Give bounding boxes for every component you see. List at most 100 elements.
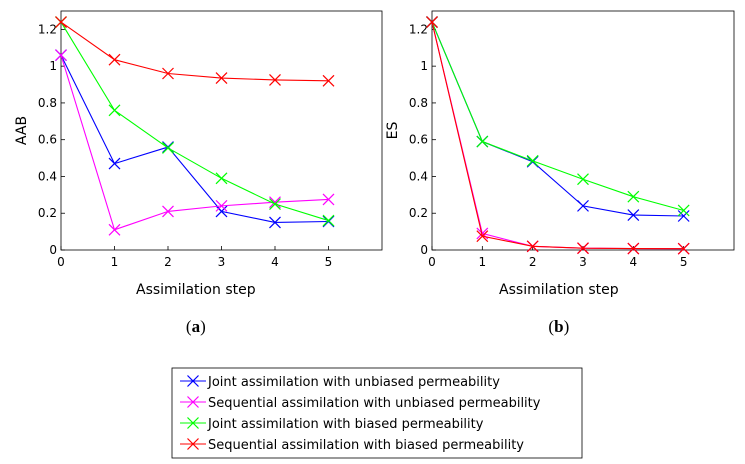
data-point <box>215 172 228 185</box>
marker-stroke <box>108 223 121 236</box>
data-point <box>322 214 335 227</box>
data-point <box>269 74 281 86</box>
series-1 <box>426 16 690 222</box>
marker-stroke <box>269 198 281 210</box>
y-tick-label: 0.6 <box>409 133 428 147</box>
marker-stroke <box>162 141 174 153</box>
marker-stroke <box>577 173 589 186</box>
chart-panel-a: 0 1 2 3 4 5 0 0.2 0.4 0.6 0.8 1 1.2 Assimilation step… <box>14 10 383 336</box>
series-2 <box>55 49 335 236</box>
data-point <box>162 142 174 154</box>
marker-stroke <box>627 209 640 221</box>
data-point <box>577 242 589 255</box>
series-line <box>60 54 329 223</box>
y-axis-label: ES <box>385 122 401 140</box>
marker-stroke <box>526 240 539 253</box>
data-point <box>108 157 121 170</box>
marker-stroke <box>55 49 67 62</box>
y-axis-label: AAB <box>14 116 30 145</box>
marker-stroke <box>526 155 539 168</box>
panel-paren: ( <box>186 317 192 336</box>
marker-stroke <box>677 210 690 222</box>
x-tick-label: 1 <box>111 255 119 269</box>
x-tick-label: 5 <box>325 255 333 269</box>
series-3 <box>426 16 690 217</box>
data-point <box>108 104 121 117</box>
marker-stroke <box>322 215 335 228</box>
marker-stroke <box>577 242 589 255</box>
marker-stroke <box>215 72 228 85</box>
series-line <box>431 21 684 212</box>
marker-stroke <box>108 104 121 117</box>
data-point <box>215 72 228 85</box>
marker-stroke <box>215 172 228 185</box>
data-point <box>526 154 539 167</box>
data-point <box>577 173 589 186</box>
y-tick-label: 1 <box>420 59 428 73</box>
panel-paren: ) <box>564 317 570 336</box>
data-point <box>215 205 228 218</box>
y-tick-label: 0 <box>420 243 428 257</box>
data-point <box>322 215 335 228</box>
series-4 <box>55 16 335 87</box>
legend-label: Joint assimilation with biased permeabil… <box>207 417 484 432</box>
chart-panel-b: 0 1 2 3 4 5 0 0.2 0.4 0.6 0.8 1 1.2 Assimilation step… <box>385 10 735 336</box>
marker-stroke <box>108 53 121 66</box>
legend-entry-3: Joint assimilation with biased permeabil… <box>180 417 484 432</box>
legend-marker <box>187 438 199 450</box>
y-tick-label: 0.8 <box>409 96 428 110</box>
marker-stroke <box>162 205 174 218</box>
y-tick-label: 0.2 <box>409 206 428 220</box>
series-line <box>431 21 684 250</box>
marker-stroke <box>627 190 640 203</box>
series-2 <box>426 16 690 255</box>
marker-stroke <box>476 135 489 148</box>
marker-stroke <box>162 67 174 80</box>
x-axis-label: Assimilation step <box>136 282 256 298</box>
marker-stroke <box>322 193 335 206</box>
y-tick-label: 0.4 <box>409 169 428 183</box>
marker-stroke <box>162 142 174 154</box>
data-point <box>322 193 335 206</box>
data-point <box>426 16 438 28</box>
x-tick-label: 1 <box>479 255 487 269</box>
data-point <box>677 210 690 222</box>
marker-stroke <box>677 204 690 217</box>
series-line <box>431 21 684 217</box>
legend-label: Sequential assimilation with biased perm… <box>208 438 524 453</box>
marker-stroke <box>215 199 228 212</box>
data-point <box>55 16 67 28</box>
y-tick-label: 0.4 <box>38 169 57 183</box>
panel-letter: b <box>554 317 563 336</box>
panel-label: (a) <box>186 317 206 336</box>
marker-stroke <box>577 199 589 212</box>
y-tick-label: 1.2 <box>409 22 428 36</box>
data-point <box>526 240 539 253</box>
data-point <box>55 49 67 62</box>
data-point <box>627 190 640 203</box>
y-tick-label: 0.2 <box>38 206 57 220</box>
marker-stroke <box>269 216 281 229</box>
x-tick-label: 2 <box>529 255 537 269</box>
data-point <box>627 242 640 255</box>
y-tick-label: 0 <box>49 243 57 257</box>
data-point <box>269 196 281 209</box>
data-point <box>577 199 589 212</box>
x-tick-label: 0 <box>428 255 436 269</box>
data-point <box>526 155 539 168</box>
marker-stroke <box>187 438 199 450</box>
data-point <box>476 135 489 148</box>
legend-marker <box>187 375 199 387</box>
marker-stroke <box>55 16 67 28</box>
marker-stroke <box>215 205 228 218</box>
x-tick-label: 3 <box>218 255 226 269</box>
y-tick-label: 1 <box>49 59 57 73</box>
series-line <box>60 21 329 222</box>
x-tick-label: 2 <box>164 255 172 269</box>
marker-stroke <box>269 74 281 86</box>
data-point <box>476 230 489 243</box>
marker-stroke <box>627 242 640 255</box>
panel-letter: a <box>192 317 201 336</box>
marker-stroke <box>187 375 199 387</box>
marker-stroke <box>526 154 539 167</box>
